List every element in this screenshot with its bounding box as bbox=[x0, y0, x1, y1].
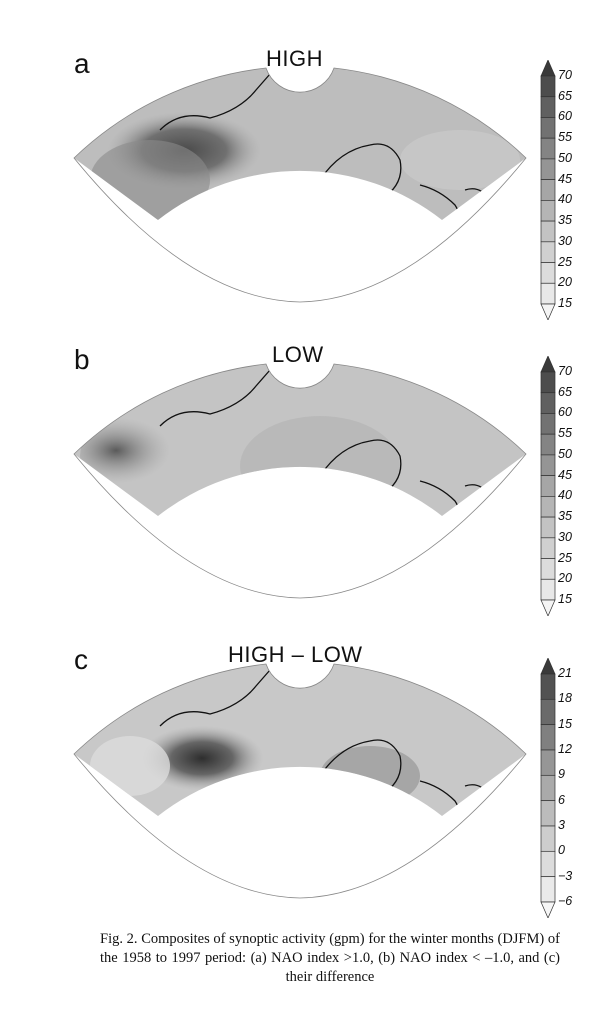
map-frame bbox=[73, 663, 527, 899]
colorbar-swatch bbox=[540, 392, 556, 414]
colorbar-swatch bbox=[540, 749, 556, 776]
colorbar-tick-label: 50 bbox=[558, 150, 572, 165]
colorbar-tick-label: 50 bbox=[558, 446, 572, 461]
colorbar-swatch bbox=[540, 371, 556, 394]
colorbar-swatch bbox=[540, 800, 556, 827]
colorbar-tick-label: 25 bbox=[558, 550, 572, 565]
colorbar-swatch bbox=[540, 220, 556, 243]
colorbar-tick-label: 70 bbox=[558, 364, 572, 378]
panel-b: b LOW 70 65 60 55 50 45 40 35 30 25 20 15 bbox=[0, 336, 606, 626]
colorbar-tick-label: 35 bbox=[558, 213, 572, 228]
colorbar-swatch bbox=[540, 179, 556, 201]
colorbar-tick-label: 6 bbox=[558, 792, 565, 807]
colorbar-swatch bbox=[540, 558, 556, 580]
colorbar-swatch bbox=[540, 75, 556, 98]
colorbar-top-arrow bbox=[540, 60, 556, 77]
colorbar-tick-label: 30 bbox=[558, 233, 572, 248]
colorbar-swatch bbox=[540, 496, 556, 518]
colorbar-tick-label: 45 bbox=[558, 467, 572, 482]
colorbar-tick-label: 65 bbox=[558, 88, 572, 103]
panel-a: a HIGH 70 65 60 55 50 45 bbox=[0, 40, 606, 330]
figure-caption: Fig. 2. Composites of synoptic activity … bbox=[100, 931, 560, 985]
composite-map-high bbox=[73, 67, 527, 303]
colorbar-tick-label: 25 bbox=[558, 254, 572, 269]
colorbar-swatch bbox=[540, 516, 556, 539]
colorbar-bottom-arrow bbox=[540, 303, 556, 320]
panel-c: c HIGH – LOW 21 18 15 12 9 6 3 0 −3− bbox=[0, 636, 606, 926]
colorbar-tick-label: −3 bbox=[558, 868, 573, 883]
colorbar-swatch bbox=[540, 475, 556, 497]
composite-map-low bbox=[73, 363, 527, 599]
colorbar-swatch bbox=[540, 698, 556, 726]
colorbar-swatch bbox=[540, 282, 556, 305]
panel-letter: c bbox=[74, 644, 88, 675]
colorbar-tick-label: 45 bbox=[558, 171, 572, 186]
colorbar-swatch bbox=[540, 158, 556, 180]
difference-map bbox=[73, 663, 527, 899]
colorbar-tick-label: 55 bbox=[558, 130, 572, 145]
colorbar-swatches bbox=[540, 356, 556, 616]
colorbar-tick-label: 15 bbox=[558, 592, 572, 606]
colorbar-swatch bbox=[540, 262, 556, 284]
colorbar-tick-label: 65 bbox=[558, 384, 572, 399]
colorbar-swatch bbox=[540, 200, 556, 222]
panel-title: HIGH bbox=[266, 46, 323, 71]
colorbar-swatch bbox=[540, 537, 556, 559]
colorbar-swatches bbox=[540, 658, 556, 918]
colorbar-swatches bbox=[540, 60, 556, 320]
colorbar-tick-label: 60 bbox=[558, 405, 572, 420]
colorbar-bottom-arrow bbox=[540, 599, 556, 616]
colorbar-tick-label: 55 bbox=[558, 426, 572, 441]
colorbar-swatch bbox=[540, 724, 556, 751]
colorbar-tick-label: 30 bbox=[558, 529, 572, 544]
colorbar-bottom-arrow bbox=[540, 901, 556, 918]
colorbar-swatch bbox=[540, 117, 556, 139]
colorbar-tick-label: 15 bbox=[558, 716, 572, 731]
colorbar-swatch bbox=[540, 241, 556, 263]
colorbar-swatch bbox=[540, 578, 556, 601]
colorbar-swatch bbox=[540, 96, 556, 118]
colorbar-tick-label: 3 bbox=[558, 818, 565, 832]
colorbar-swatch bbox=[540, 413, 556, 435]
panel-title: HIGH – LOW bbox=[228, 642, 363, 667]
colorbar-tick-label: 0 bbox=[558, 843, 565, 858]
colorbar-swatch bbox=[540, 137, 556, 160]
colorbar-swatch bbox=[540, 774, 556, 802]
colorbar-tick-label: 9 bbox=[558, 767, 565, 782]
colorbar-tick-label: −6 bbox=[558, 894, 573, 908]
panel-title: LOW bbox=[272, 342, 324, 367]
colorbar-tick-label: 60 bbox=[558, 109, 572, 124]
panel-letter: b bbox=[74, 344, 90, 375]
colorbar-tick-label: 18 bbox=[558, 691, 572, 706]
colorbar-tick-label: 20 bbox=[558, 571, 572, 586]
colorbar-tick-label: 35 bbox=[558, 509, 572, 524]
colorbar bbox=[540, 658, 556, 918]
colorbar-swatch bbox=[540, 876, 556, 903]
map-frame bbox=[73, 67, 527, 303]
colorbar-tick-label: 40 bbox=[558, 488, 572, 503]
colorbar-tick-label: 12 bbox=[558, 742, 572, 756]
colorbar-swatch bbox=[540, 433, 556, 456]
colorbar-swatch bbox=[540, 673, 556, 700]
colorbar-swatch bbox=[540, 454, 556, 476]
colorbar-tick-label: 21 bbox=[558, 666, 572, 680]
colorbar bbox=[540, 60, 556, 320]
panel-letter: a bbox=[74, 48, 90, 79]
colorbar-top-arrow bbox=[540, 356, 556, 373]
colorbar-swatch bbox=[540, 850, 556, 878]
colorbar-tick-label: 40 bbox=[558, 192, 572, 207]
colorbar-swatch bbox=[540, 825, 556, 852]
colorbar-top-arrow bbox=[540, 658, 556, 675]
colorbar-tick-label: 70 bbox=[558, 68, 572, 82]
colorbar-tick-label: 15 bbox=[558, 296, 572, 310]
map-frame bbox=[73, 363, 527, 599]
colorbar bbox=[540, 356, 556, 616]
colorbar-tick-label: 20 bbox=[558, 275, 572, 290]
